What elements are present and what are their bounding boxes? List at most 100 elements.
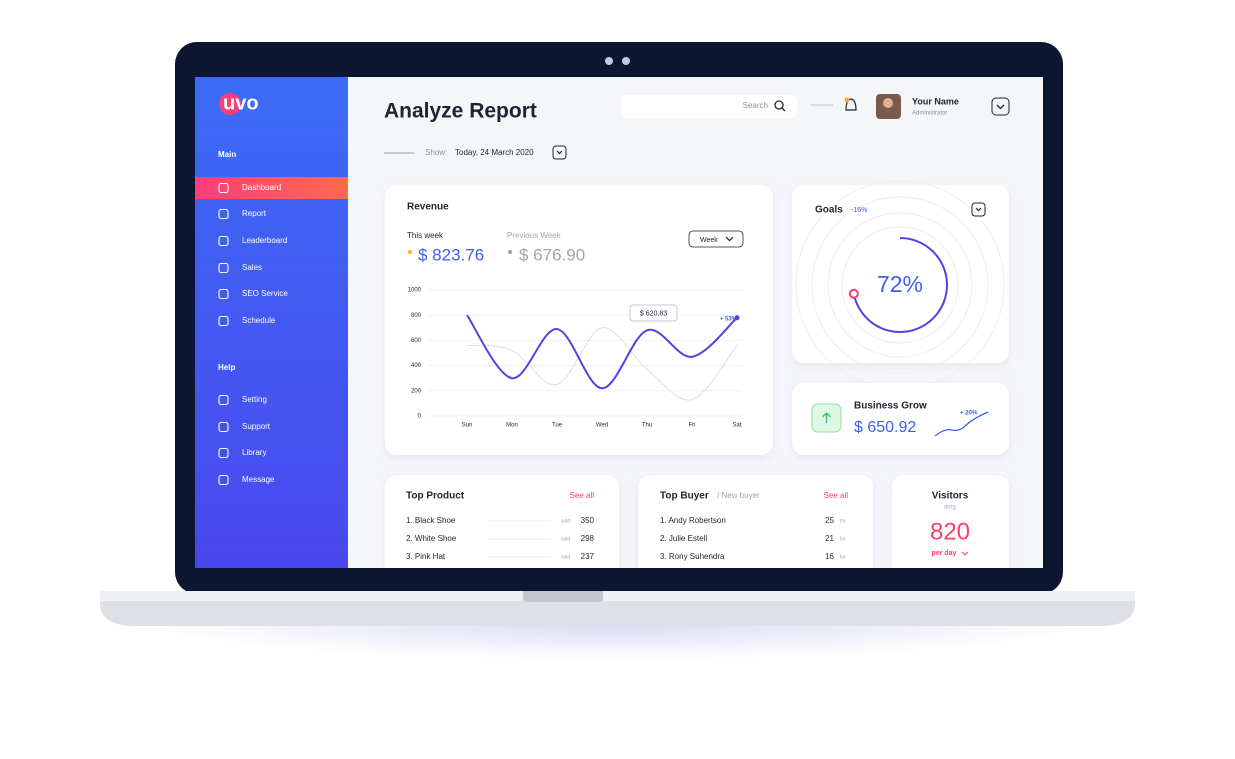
top-product-card [385, 475, 619, 568]
menu-item[interactable]: Report [242, 209, 267, 218]
menu-item[interactable]: Leaderboard [242, 236, 287, 245]
menu-icon [218, 315, 229, 327]
goals-card [792, 185, 1009, 363]
goal-arc [852, 237, 948, 333]
sold-count: 350 [581, 516, 595, 525]
sold-label: sold [561, 554, 570, 560]
card-subtitle: avrg [944, 505, 956, 511]
active-item-bg[interactable] [195, 177, 348, 199]
menu-icon [218, 182, 229, 194]
rings [795, 180, 1005, 390]
buyer-name: 2. Julie Estell [660, 534, 707, 543]
sparkline [934, 411, 989, 437]
menu-item[interactable]: Setting [242, 395, 267, 404]
x-tick-label: Wed [596, 423, 608, 429]
x-tick-label: Tue [552, 423, 563, 429]
see-all[interactable]: See all [824, 491, 849, 500]
notch [523, 591, 603, 602]
trx-count: 21 [825, 534, 834, 543]
chevron [996, 104, 1005, 110]
menu-item[interactable]: Schedule [242, 316, 276, 325]
y-tick-label: 0 [418, 414, 422, 420]
grow-change: + 20% [960, 411, 978, 417]
trx-label: trx [840, 536, 846, 542]
buyer-name: 1. Andy Robertson [660, 516, 726, 525]
screen: uvo Main Dashboard Report Leaderboard Sales S… [195, 77, 1043, 568]
card-subtitle: / New buyer [717, 491, 760, 500]
menu-icon [218, 288, 229, 300]
end-point [734, 315, 740, 321]
sold-count: 237 [581, 552, 595, 561]
top-buyer-card [638, 475, 873, 568]
menu-item[interactable]: Message [242, 475, 275, 484]
section-title: Help [218, 363, 235, 372]
tooltip [629, 304, 678, 322]
date-dropdown[interactable] [552, 145, 567, 160]
menu-item[interactable]: Library [242, 448, 266, 457]
page-title: Analyze Report [384, 100, 537, 123]
notification-dot [844, 97, 850, 103]
business-grow-card [792, 383, 1009, 455]
sold-label: sold [561, 518, 570, 524]
search-icon[interactable] [774, 100, 784, 110]
previous-week-value: $ 676.90 [519, 245, 585, 264]
goals-change: -16% [851, 207, 867, 214]
visitors-card [892, 475, 1009, 568]
card-title: Goals [815, 205, 843, 216]
card-title: Business Grow [854, 401, 927, 412]
change: + 53% [720, 317, 738, 323]
bell-icon[interactable] [845, 98, 857, 111]
menu-icon [218, 262, 229, 274]
trx-label: trx [840, 518, 846, 524]
sidebar [195, 77, 348, 568]
menu-icon [218, 447, 229, 459]
y-tick-label: 600 [411, 338, 422, 344]
y-tick-label: 800 [411, 313, 422, 319]
this-week-label: This week [407, 231, 444, 240]
period: Week [700, 237, 718, 244]
arrow-up [822, 412, 831, 423]
user-name: Your Name [912, 96, 959, 106]
x-tick-label: Thu [642, 423, 652, 429]
section-title: Main [218, 150, 236, 159]
x-tick-label: Sat [732, 423, 741, 429]
trx-count: 16 [825, 552, 834, 561]
trx-label: trx [840, 554, 846, 560]
legend-dot [408, 250, 412, 254]
chevron [961, 551, 969, 556]
y-tick-label: 200 [411, 388, 422, 394]
tooltip-text: $ 620.83 [640, 310, 667, 317]
period-dropdown[interactable] [688, 230, 744, 248]
search-box[interactable] [621, 95, 797, 118]
visitors-value: 820 [930, 518, 970, 545]
legend-dot [508, 250, 512, 254]
search-icon [781, 107, 786, 112]
goals-dropdown[interactable] [971, 202, 986, 217]
menu-item[interactable]: Support [242, 422, 271, 431]
logo-mark [219, 93, 241, 115]
show-label: Show: [425, 148, 447, 157]
this-week-value: $ 823.76 [418, 245, 484, 264]
buyer-name: 3. Rony Suhendra [660, 552, 725, 561]
laptop-base-top [100, 591, 1135, 601]
user-dropdown[interactable] [991, 97, 1010, 116]
menu-item[interactable]: Sales [242, 263, 262, 272]
card-title: Top Product [406, 491, 465, 502]
line [466, 314, 738, 390]
card-title: Revenue [407, 202, 449, 213]
date: Today, 24 March 2020 [455, 148, 534, 157]
x-tick-label: Fri [689, 423, 696, 429]
chevron [725, 236, 734, 242]
chevron [556, 150, 563, 155]
grow-value: $ 650.92 [854, 419, 916, 436]
menu-item[interactable]: SEO Service [242, 289, 288, 298]
menu-item[interactable]: Dashboard [242, 183, 281, 192]
x-tick-label: Sun [462, 423, 473, 429]
menu-icon [218, 421, 229, 433]
y-tick-label: 1000 [408, 288, 422, 294]
sold-count: 298 [581, 534, 595, 543]
trx-count: 25 [825, 516, 834, 525]
see-all[interactable]: See all [570, 491, 595, 500]
revenue-card [385, 185, 773, 455]
